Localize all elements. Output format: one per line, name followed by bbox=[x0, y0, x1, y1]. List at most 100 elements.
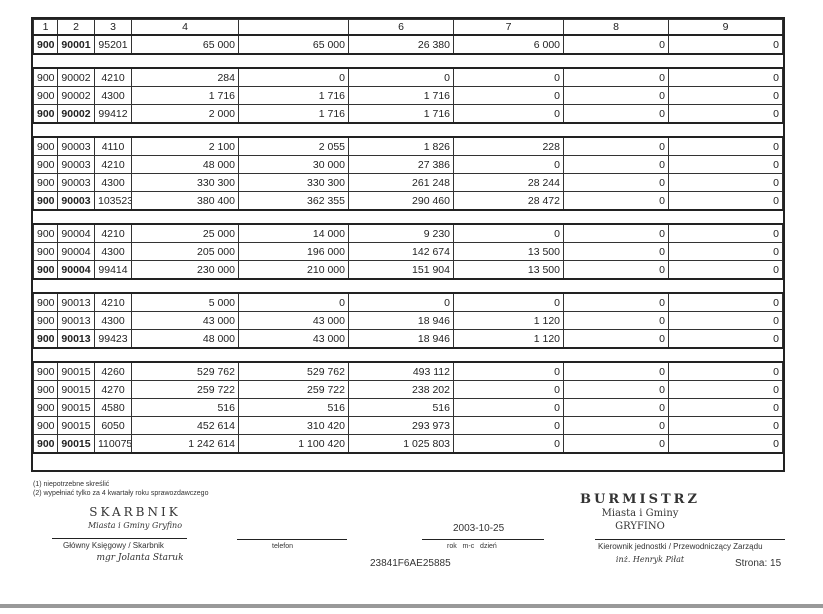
table-cell: 261 248 bbox=[348, 173, 454, 192]
table-cell: 90001 bbox=[57, 34, 95, 55]
cell-value: 65 000 bbox=[312, 38, 345, 51]
table-cell: 18 946 bbox=[348, 329, 454, 349]
cell-value: 4270 bbox=[101, 383, 125, 396]
date-value: 2003-10-25 bbox=[453, 523, 505, 534]
cell-value: 0 bbox=[773, 263, 779, 276]
cell-value: 900 bbox=[37, 419, 55, 432]
page-number: Strona: 15 bbox=[735, 558, 782, 569]
table-cell: 43 000 bbox=[238, 311, 349, 330]
table-cell: 6050 bbox=[94, 416, 132, 435]
table-cell: 0 bbox=[668, 416, 783, 435]
table-cell: 90013 bbox=[57, 311, 95, 330]
cell-value: 900 bbox=[37, 296, 55, 309]
summary-row: 900 90001 95201 65 000 65 000 26 380 6 000 0 0 bbox=[33, 34, 783, 55]
cell-value: 28 244 bbox=[527, 176, 560, 189]
cell-value: 25 000 bbox=[202, 227, 235, 240]
cell-value: 196 000 bbox=[307, 245, 345, 258]
cell-value: 90002 bbox=[61, 89, 91, 102]
cell-value: 4300 bbox=[101, 89, 125, 102]
cell-value: 0 bbox=[659, 227, 665, 240]
cell-value: 99423 bbox=[98, 332, 128, 345]
cell-value: 0 bbox=[773, 71, 779, 84]
cell-value: 4210 bbox=[101, 227, 125, 240]
cell-value: 4300 bbox=[101, 245, 125, 258]
table-cell: 0 bbox=[668, 173, 783, 192]
table-cell: 0 bbox=[453, 155, 564, 174]
cell-value: 0 bbox=[554, 89, 560, 102]
separator-cell bbox=[33, 53, 783, 69]
table-cell: 0 bbox=[348, 67, 454, 87]
table-cell: 0 bbox=[453, 416, 564, 435]
cell-value: 13 500 bbox=[527, 245, 560, 258]
table-cell: 0 bbox=[238, 67, 349, 87]
cell-value: 290 460 bbox=[412, 194, 450, 207]
table-cell: 0 bbox=[563, 380, 669, 399]
group-separator bbox=[33, 278, 783, 294]
cell-value: 0 bbox=[554, 296, 560, 309]
table-cell: 0 bbox=[453, 67, 564, 87]
cell-value: 516 bbox=[327, 401, 345, 414]
table-cell: 1 120 bbox=[453, 311, 564, 330]
table-cell: 205 000 bbox=[131, 242, 239, 261]
cell-value: 1 716 bbox=[208, 89, 235, 102]
table-cell: 103523 bbox=[94, 191, 132, 211]
cell-value: 0 bbox=[659, 194, 665, 207]
cell-value: 330 300 bbox=[307, 176, 345, 189]
table-cell: 900 bbox=[33, 67, 58, 87]
cell-value: 18 946 bbox=[417, 332, 450, 345]
table-cell: 4270 bbox=[94, 380, 132, 399]
cell-value: 0 bbox=[773, 437, 779, 450]
table-cell: 900 bbox=[33, 34, 58, 55]
table-cell: 142 674 bbox=[348, 242, 454, 261]
table-cell: 90003 bbox=[57, 155, 95, 174]
cell-value: 90015 bbox=[61, 383, 91, 396]
table-cell: 0 bbox=[453, 398, 564, 417]
cell-value: 0 bbox=[773, 176, 779, 189]
mayor-stamp-city: GRYFINO bbox=[615, 521, 665, 532]
table-cell: 0 bbox=[563, 136, 669, 156]
table-cell: 900 bbox=[33, 398, 58, 417]
table-cell: 0 bbox=[563, 104, 669, 124]
cell-value: 0 bbox=[773, 245, 779, 258]
table-row: 900 90013 4300 43 000 43 000 18 946 1 120 0 0 bbox=[33, 311, 783, 330]
column-header: 6 bbox=[348, 19, 454, 36]
table-cell: 0 bbox=[563, 173, 669, 192]
cell-value: 900 bbox=[37, 332, 55, 345]
table-cell: 529 762 bbox=[131, 361, 239, 381]
table-cell: 0 bbox=[453, 434, 564, 454]
cell-value: 99412 bbox=[98, 107, 128, 120]
cell-value: 900 bbox=[37, 314, 55, 327]
table-cell: 95201 bbox=[94, 34, 132, 55]
cell-value: 1 826 bbox=[423, 140, 450, 153]
cell-value: 28 472 bbox=[527, 194, 560, 207]
cell-value: 0 bbox=[659, 365, 665, 378]
separator-cell bbox=[33, 278, 783, 294]
table-cell: 380 400 bbox=[131, 191, 239, 211]
table-cell: 1 716 bbox=[348, 104, 454, 124]
table-cell: 2 100 bbox=[131, 136, 239, 156]
table-row: 900 90013 4210 5 000 0 0 0 0 0 bbox=[33, 292, 783, 312]
cell-value: 48 000 bbox=[202, 158, 235, 171]
table-cell: 516 bbox=[131, 398, 239, 417]
cell-value: 0 bbox=[444, 71, 450, 84]
table-cell: 330 300 bbox=[131, 173, 239, 192]
cell-value: 90015 bbox=[61, 419, 91, 432]
mayor-stamp-office: Miasta i Gminy bbox=[601, 508, 679, 519]
table-cell: 900 bbox=[33, 329, 58, 349]
table-cell: 362 355 bbox=[238, 191, 349, 211]
treasurer-stamp-title: SKARBNIK bbox=[89, 505, 181, 519]
table-cell: 0 bbox=[668, 104, 783, 124]
summary-row: 900 90013 99423 48 000 43 000 18 946 1 120 0 0 bbox=[33, 329, 783, 349]
cell-value: 1 120 bbox=[533, 314, 560, 327]
cell-value: 26 380 bbox=[417, 38, 450, 51]
cell-value: 0 bbox=[773, 107, 779, 120]
table-cell: 516 bbox=[238, 398, 349, 417]
cell-value: 1 716 bbox=[423, 107, 450, 120]
table-cell: 900 bbox=[33, 191, 58, 211]
table-cell: 330 300 bbox=[238, 173, 349, 192]
table-cell: 0 bbox=[453, 104, 564, 124]
summary-row: 900 90004 99414 230 000 210 000 151 904 13 500… bbox=[33, 260, 783, 280]
table-cell: 0 bbox=[453, 292, 564, 312]
summary-row: 900 90002 99412 2 000 1 716 1 716 0 0 0 bbox=[33, 104, 783, 124]
cell-value: 900 bbox=[37, 365, 55, 378]
